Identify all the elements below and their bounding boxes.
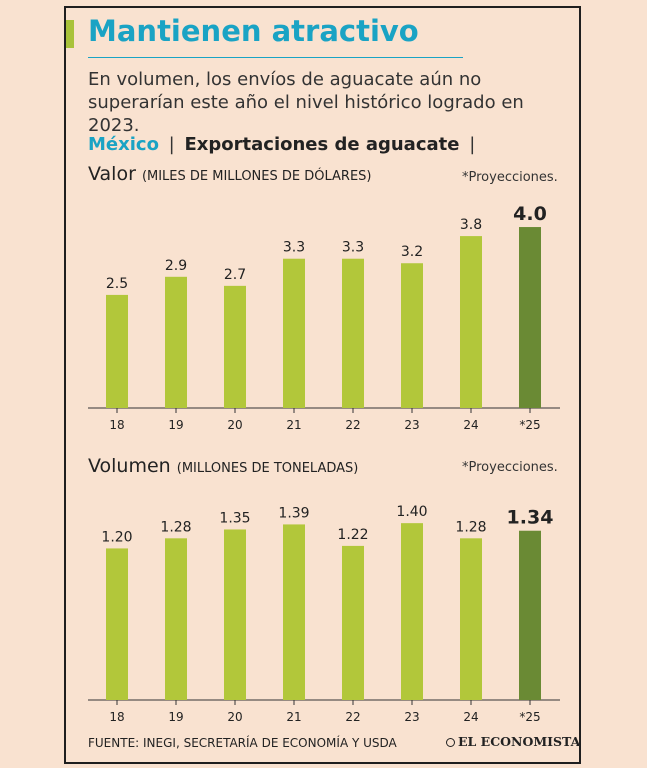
brand-mark-icon (446, 738, 455, 747)
title-accent-bar (66, 20, 74, 48)
topic-label: Exportaciones de aguacate (184, 134, 460, 155)
volume-x-tick-label: 19 (168, 710, 183, 724)
volume-bar (460, 538, 482, 700)
infographic-frame (64, 6, 581, 764)
country-label: México (88, 134, 159, 155)
value-bar (283, 258, 305, 408)
volume-chart-heading: Volumen (MILLONES DE TONELADAS) (88, 455, 358, 477)
value-x-tick-label: *25 (519, 418, 540, 432)
value-data-label: 3.3 (342, 240, 364, 256)
value-bar (165, 276, 187, 408)
value-x-tick-label: 23 (404, 418, 419, 432)
brand-name: EL ECONOMISTA (458, 734, 581, 749)
page-title: Mantienen atractivo (88, 14, 419, 48)
value-x-tick-label: 18 (109, 418, 124, 432)
volume-data-label: 1.35 (219, 510, 250, 526)
volume-data-label: 1.20 (101, 529, 132, 545)
volume-bar (401, 523, 423, 700)
volume-x-tick-label: 18 (109, 710, 124, 724)
value-x-tick-label: 19 (168, 418, 183, 432)
title-rule (88, 57, 463, 58)
volume-data-label: 1.28 (455, 519, 486, 535)
volume-x-tick-label: 21 (286, 710, 301, 724)
separator: | (168, 134, 175, 155)
value-data-label: 3.3 (283, 240, 305, 256)
value-data-label: 2.7 (224, 267, 246, 283)
subtitle: En volumen, los envíos de aguacate aún n… (88, 69, 524, 136)
volume-x-tick-label: 22 (345, 710, 360, 724)
volume-x-tick-label: 23 (404, 710, 419, 724)
volume-data-label: 1.34 (507, 507, 554, 529)
value-data-label: 4.0 (513, 203, 547, 225)
volume-data-label: 1.39 (278, 505, 309, 521)
volume-bar (342, 545, 364, 700)
value-bar (106, 294, 128, 408)
volume-data-label: 1.28 (160, 519, 191, 535)
value-chart-note: *Proyecciones. (462, 170, 558, 185)
volume-bar (224, 529, 246, 700)
volume-data-label: 1.40 (396, 504, 427, 520)
value-chart-unit: (MILES DE MILLONES DE DÓLARES) (141, 169, 372, 184)
value-bar (342, 258, 364, 408)
value-chart-title: Valor (88, 163, 136, 185)
value-bar (401, 263, 423, 408)
topic-line: México | Exportaciones de aguacate | (88, 134, 479, 155)
volume-bar (283, 524, 305, 700)
value-data-label: 2.5 (106, 276, 128, 292)
value-x-tick-label: 20 (227, 418, 242, 432)
value-chart-heading: Valor (MILES DE MILLONES DE DÓLARES) (88, 163, 372, 185)
source-note: FUENTE: INEGI, SECRETARÍA DE ECONOMÍA Y … (88, 736, 397, 750)
volume-bar (165, 538, 187, 700)
value-x-tick-label: 21 (286, 418, 301, 432)
volume-x-tick-label: 20 (227, 710, 242, 724)
value-data-label: 3.8 (460, 217, 482, 233)
brand-logo: EL ECONOMISTA (446, 734, 580, 749)
value-x-tick-label: 24 (463, 418, 478, 432)
volume-chart-unit: (MILLONES DE TONELADAS) (176, 461, 359, 476)
volume-data-label: 1.22 (337, 527, 368, 543)
separator: | (469, 134, 476, 155)
value-data-label: 2.9 (165, 258, 187, 274)
value-data-label: 3.2 (401, 244, 423, 260)
value-bar (224, 285, 246, 408)
volume-chart-title: Volumen (88, 455, 171, 477)
volume-x-tick-label: *25 (519, 710, 540, 724)
value-bar (460, 236, 482, 408)
value-bar (519, 227, 541, 408)
volume-bar (519, 530, 541, 700)
value-x-tick-label: 22 (345, 418, 360, 432)
volume-bar (106, 548, 128, 700)
volume-x-tick-label: 24 (463, 710, 478, 724)
volume-chart-note: *Proyecciones. (462, 460, 558, 475)
